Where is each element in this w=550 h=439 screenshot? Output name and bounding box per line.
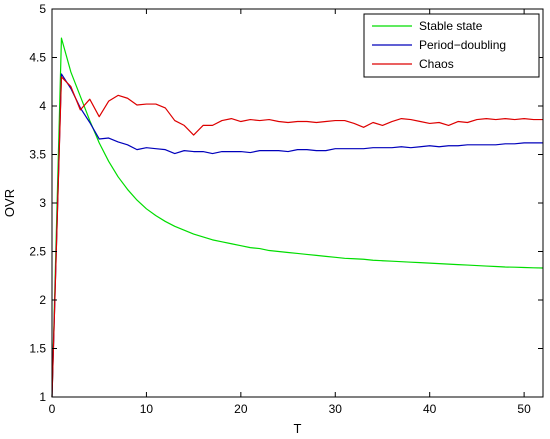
x-axis-label: T [294, 421, 302, 436]
y-tick-label: 2.5 [29, 245, 46, 259]
legend-label-2: Chaos [419, 57, 454, 71]
y-tick-label: 2 [39, 293, 46, 307]
y-tick-label: 3.5 [29, 148, 46, 162]
legend-items: Stable state Period−doubling Chaos [372, 19, 506, 71]
y-tick-label: 1 [39, 390, 46, 404]
x-tick-label: 0 [49, 402, 56, 416]
series-line-1 [51, 73, 543, 398]
series-line-2 [51, 76, 543, 398]
y-tick-label: 4 [39, 99, 46, 113]
y-tick-label: 5 [39, 2, 46, 16]
x-tick-label: 20 [234, 402, 248, 416]
series-line-0 [51, 37, 544, 398]
legend-label-0: Stable state [419, 19, 483, 33]
ticks-layer: 0 10 20 30 40 50 1 1.5 2 2.5 3 3.5 4 4.5 5 [29, 2, 543, 416]
x-tick-label: 10 [140, 402, 154, 416]
y-tick-label: 3 [39, 196, 46, 210]
legend-label-1: Period−doubling [419, 38, 506, 52]
x-tick-label: 50 [517, 402, 531, 416]
x-tick-label: 30 [329, 402, 343, 416]
legend: Stable state Period−doubling Chaos [363, 13, 540, 78]
y-tick-label: 1.5 [29, 342, 46, 356]
y-axis-label: OVR [2, 189, 17, 217]
series-layer [51, 37, 544, 398]
x-tick-label: 40 [423, 402, 437, 416]
y-tick-label: 4.5 [29, 51, 46, 65]
